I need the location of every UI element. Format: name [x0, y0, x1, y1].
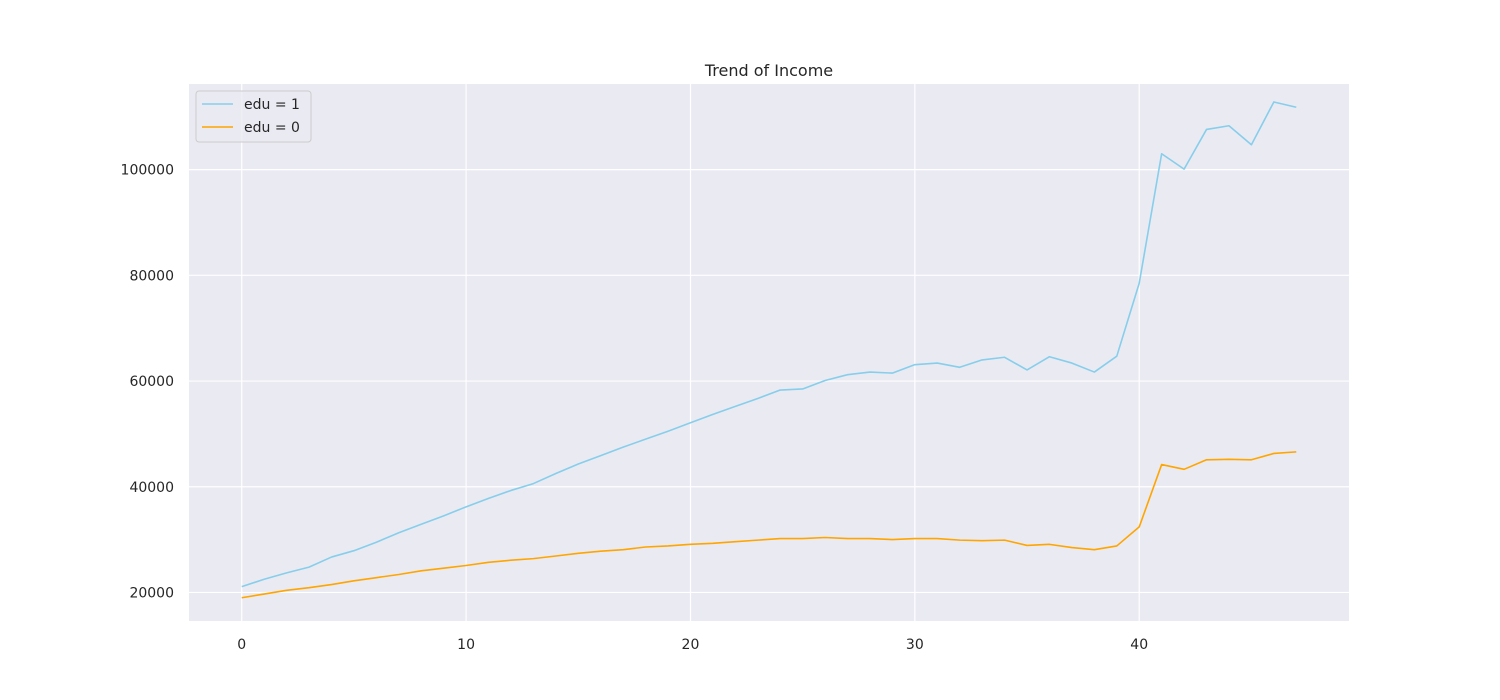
x-tick-label: 20: [682, 637, 700, 653]
x-axis-ticks: 0 10 20 30 40: [237, 637, 1148, 653]
legend: edu = 1 edu = 0: [195, 90, 312, 143]
legend-label-edu-1: edu = 1: [244, 97, 300, 113]
x-tick-label: 0: [237, 637, 246, 653]
y-tick-label: 20000: [129, 585, 174, 601]
x-tick-label: 30: [906, 637, 924, 653]
y-tick-label: 40000: [129, 480, 174, 496]
plot-background: [189, 84, 1349, 621]
chart-title: Trend of Income: [704, 61, 833, 80]
x-tick-label: 40: [1130, 637, 1148, 653]
y-axis-ticks: 20000 40000 60000 80000 100000: [121, 163, 174, 602]
legend-label-edu-0: edu = 0: [244, 120, 300, 136]
grid-lines: [189, 84, 1349, 621]
x-tick-label: 10: [457, 637, 475, 653]
y-tick-label: 100000: [121, 163, 174, 179]
series-line-edu-1: [241, 101, 1297, 588]
y-tick-label: 80000: [129, 268, 174, 284]
series-line-edu-0: [241, 451, 1297, 599]
y-tick-label: 60000: [129, 374, 174, 390]
series-lines: [241, 101, 1297, 599]
